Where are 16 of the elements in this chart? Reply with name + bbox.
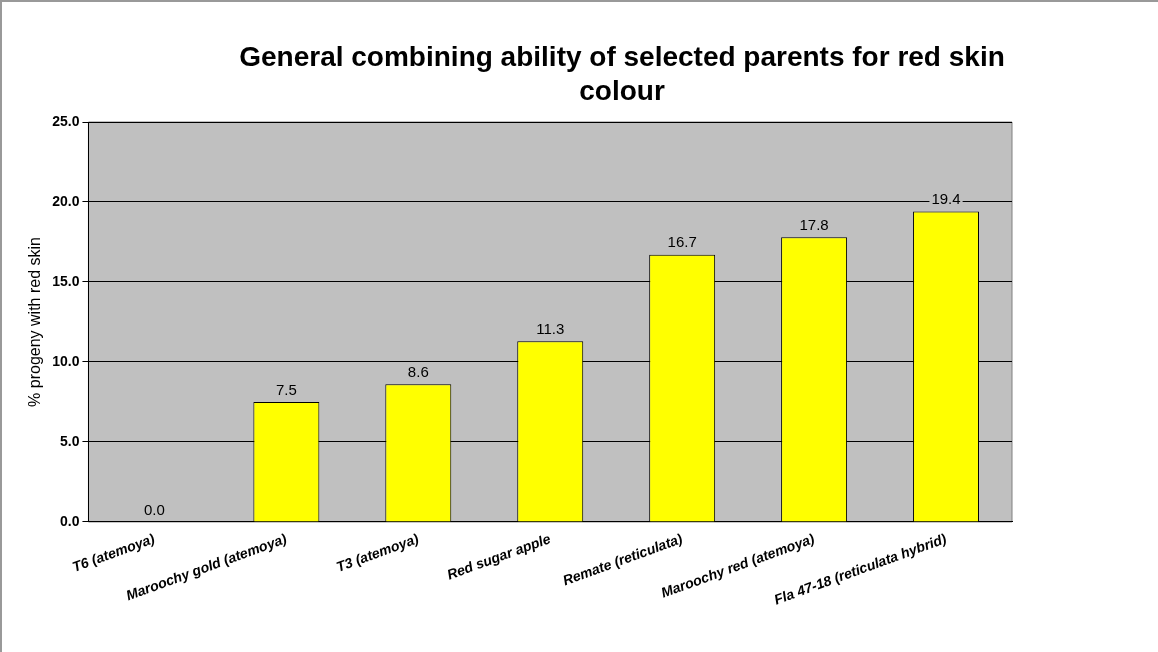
y-tick-label: 5.0 (59, 432, 80, 449)
data-label: 8.6 (407, 363, 429, 381)
chart-title: General combining ability of selected parents for red skin colour (238, 40, 1006, 108)
data-label: 7.5 (275, 380, 297, 398)
y-tick-label: 25.0 (52, 112, 80, 129)
y-tick-label: 20.0 (52, 192, 80, 209)
data-label: 16.7 (667, 233, 697, 251)
data-label: 17.8 (799, 215, 829, 233)
data-label: 0.0 (143, 500, 165, 518)
y-axis-title: % progeny with red skin (26, 237, 44, 407)
y-tick-label: 10.0 (52, 352, 80, 369)
y-tick-label: 15.0 (52, 272, 80, 289)
y-tick-label: 0.0 (59, 512, 80, 529)
x-tick-label: Red sugar apple (444, 530, 553, 583)
data-label: 19.4 (931, 190, 961, 208)
data-label: 11.3 (536, 319, 565, 337)
